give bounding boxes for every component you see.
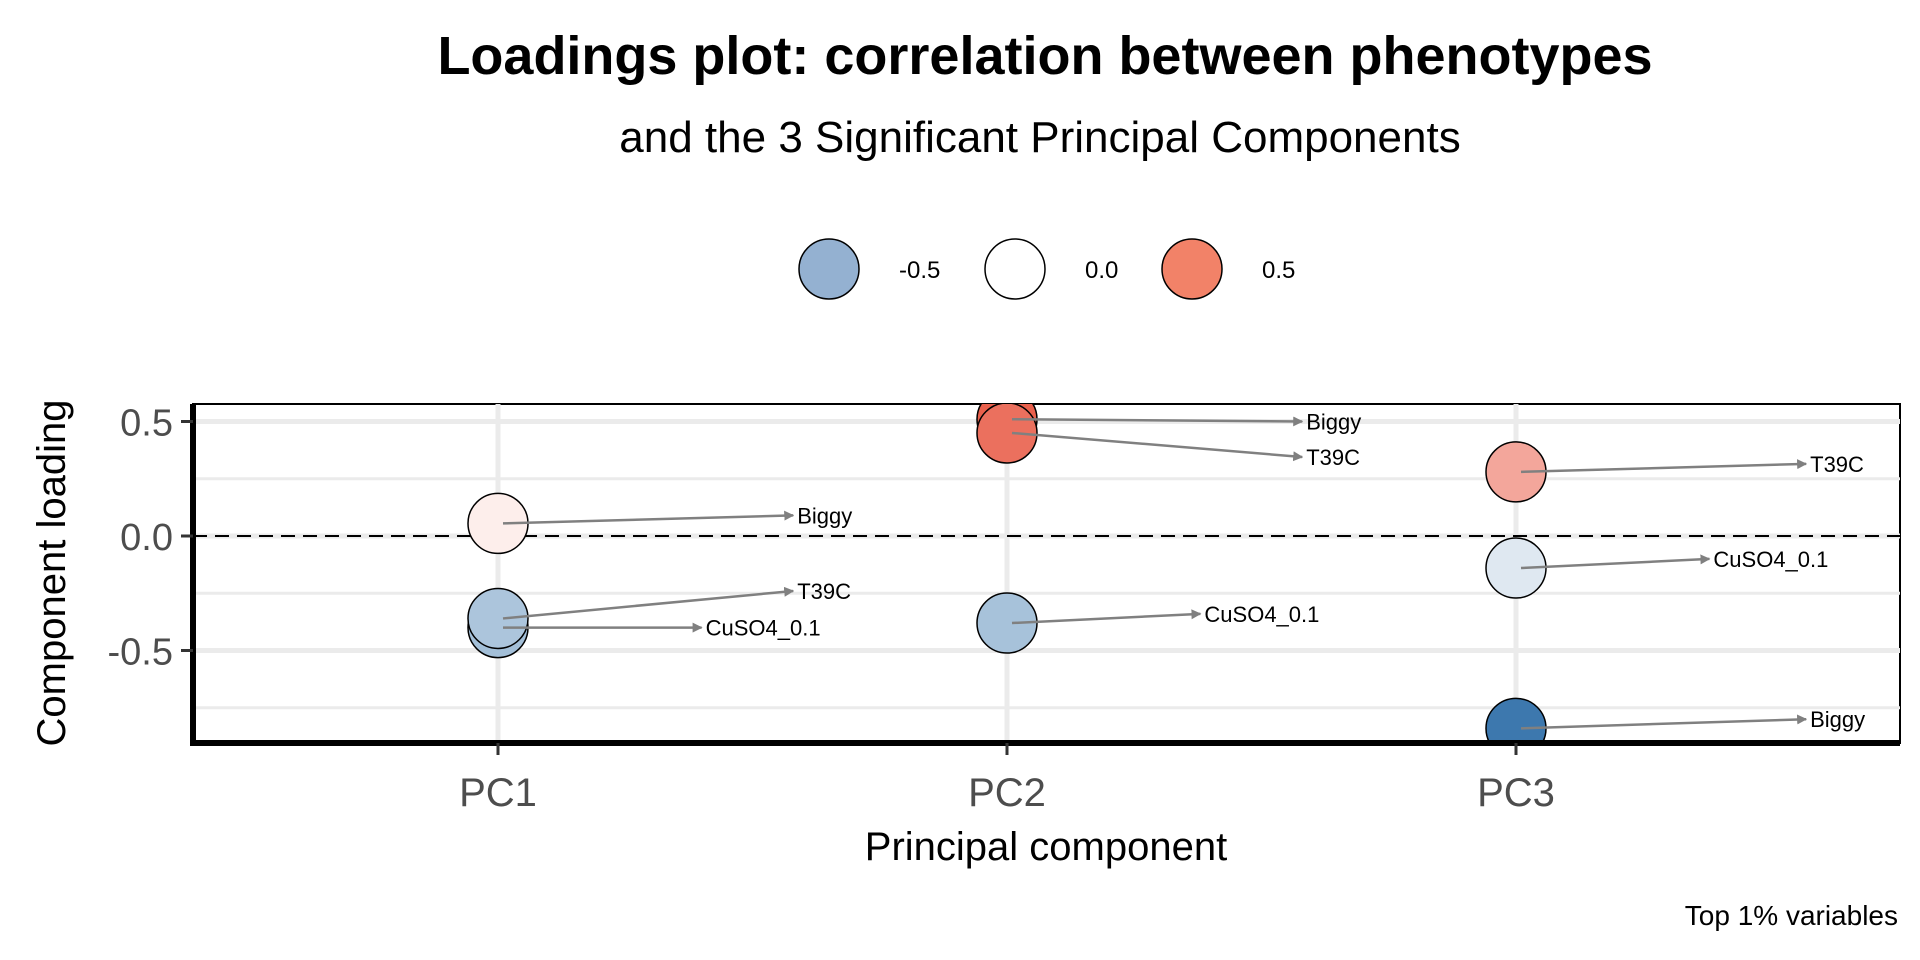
legend: -0.5 0.0 0.5 xyxy=(798,238,1295,300)
label-connector xyxy=(1520,459,1808,474)
x-tick-label: PC3 xyxy=(1477,771,1555,815)
label-connector xyxy=(1011,431,1304,462)
label-connector xyxy=(1520,714,1808,730)
legend-label: -0.5 xyxy=(899,257,940,284)
point-label: T39C xyxy=(1306,445,1360,470)
x-axis-title: Principal component xyxy=(865,825,1227,869)
point-label: Biggy xyxy=(1810,707,1865,732)
chart-subtitle: and the 3 Significant Principal Componen… xyxy=(619,113,1460,162)
x-tick-label: PC1 xyxy=(459,771,537,815)
label-connector xyxy=(1011,416,1304,427)
legend-key xyxy=(798,238,860,300)
y-tick-label: 0.0 xyxy=(120,517,173,559)
legend-key xyxy=(984,238,1046,300)
loading-point xyxy=(976,404,1038,464)
label-connector xyxy=(1520,554,1711,570)
point-label: Biggy xyxy=(797,503,852,528)
label-connector xyxy=(502,586,795,620)
legend-label: 0.5 xyxy=(1262,257,1295,284)
axes: 0.5 0.0 -0.5 PC1 PC2 PC3 xyxy=(108,403,1900,815)
point-label: Biggy xyxy=(1306,410,1361,435)
point-label: T39C xyxy=(797,579,851,604)
point-labels: CuSO4_0.1 T39C Biggy CuSO4_0.1 Biggy T39C T39C… xyxy=(502,410,1865,732)
point-label: T39C xyxy=(1810,452,1864,477)
x-tick-label: PC2 xyxy=(968,771,1046,815)
chart-title: Loadings plot: correlation between pheno… xyxy=(437,26,1652,86)
label-connector xyxy=(502,510,795,525)
point-label: CuSO4_0.1 xyxy=(706,616,821,641)
y-axis-title: Component loading xyxy=(30,400,74,747)
label-connector xyxy=(1011,609,1202,625)
legend-label: 0.0 xyxy=(1085,257,1118,284)
y-tick-label: 0.5 xyxy=(120,403,173,445)
point-label: CuSO4_0.1 xyxy=(1713,547,1828,572)
point-label: CuSO4_0.1 xyxy=(1204,602,1319,627)
loading-point xyxy=(467,587,529,650)
y-tick-label: -0.5 xyxy=(108,632,173,674)
legend-key xyxy=(1161,238,1223,300)
plot-panel xyxy=(192,403,1901,744)
caption: Top 1% variables xyxy=(1685,900,1898,931)
